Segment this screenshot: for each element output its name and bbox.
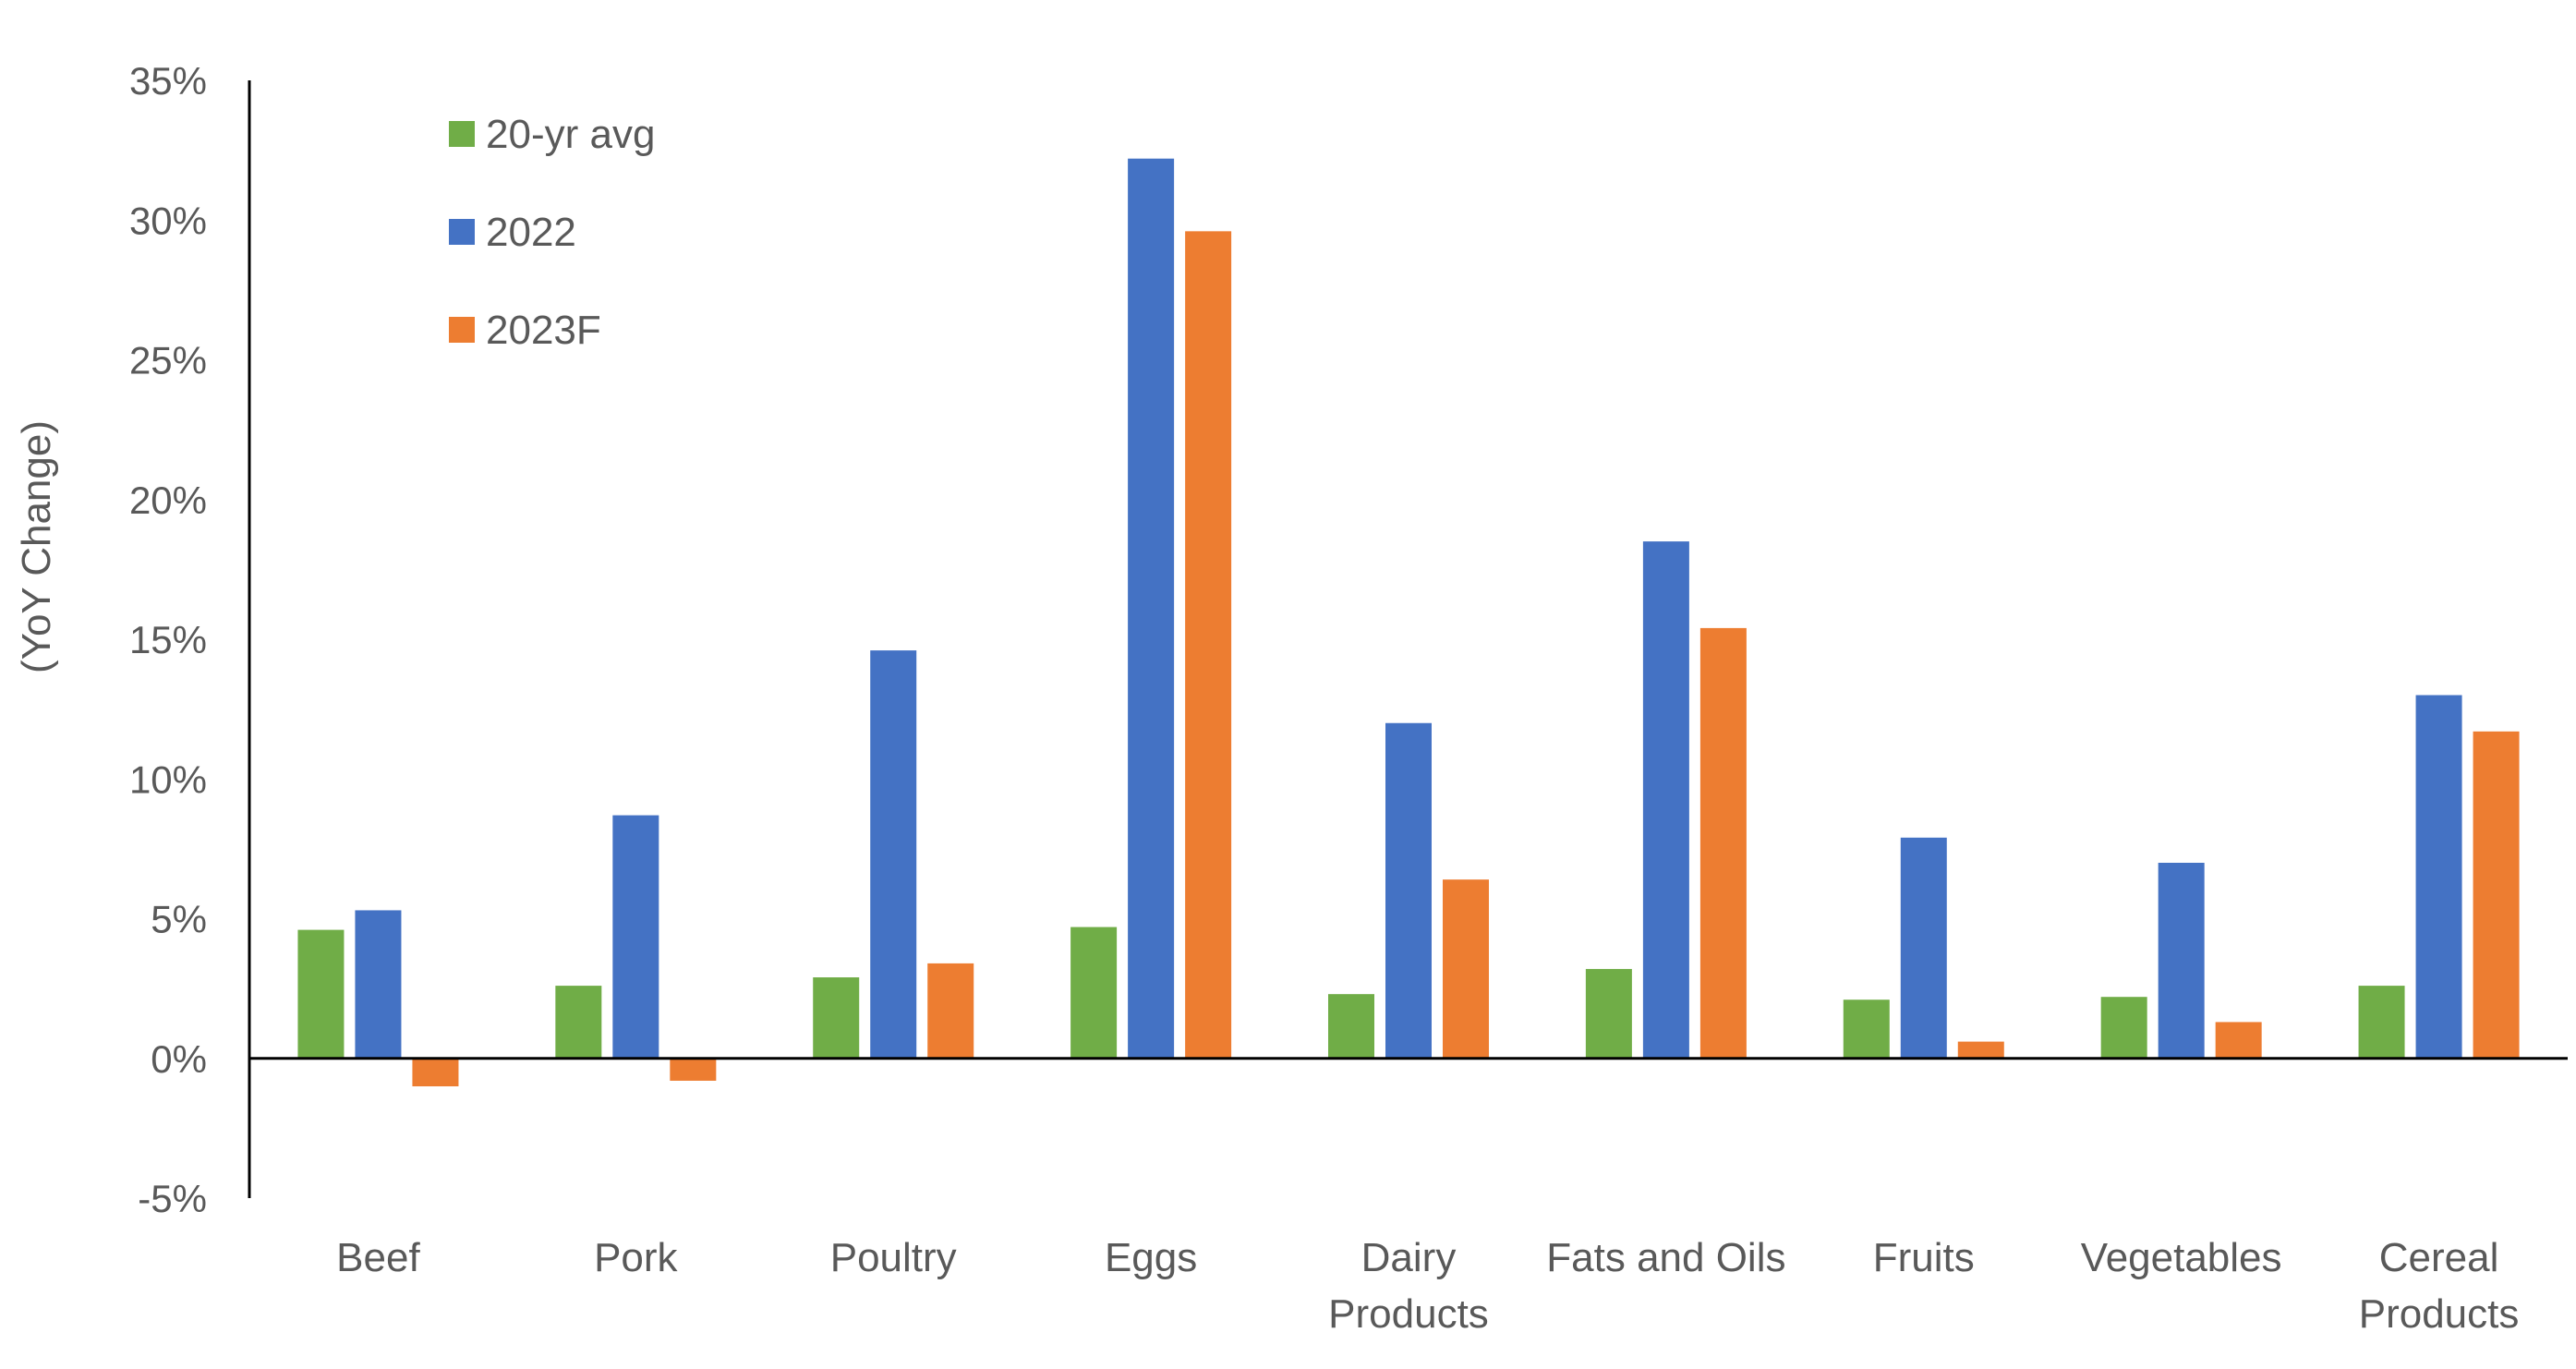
y-tick-label: 5% xyxy=(151,898,207,941)
bar-pork-2023f xyxy=(670,1058,717,1081)
bar-pork-20-yr-avg xyxy=(555,986,602,1059)
legend-label-20-yr-avg: 20-yr avg xyxy=(486,112,655,157)
legend: 20-yr avg 2022 2023F xyxy=(449,112,655,353)
y-tick-label: 15% xyxy=(129,618,207,661)
y-tick-label: 0% xyxy=(151,1037,207,1081)
bar-fats-and-oils-20-yr-avg xyxy=(1585,968,1632,1059)
bar-fruits-2023f xyxy=(1957,1041,2004,1059)
bar-beef-2022 xyxy=(355,910,402,1059)
y-tick-label: -5% xyxy=(138,1177,207,1220)
bar-eggs-2022 xyxy=(1128,158,1175,1059)
legend-label-2023f: 2023F xyxy=(486,308,601,353)
bar-eggs-20-yr-avg xyxy=(1070,927,1118,1059)
x-tick-label: Fats and Oils xyxy=(1546,1235,1785,1280)
x-tick-label: Cereal Products xyxy=(2359,1235,2520,1337)
axes xyxy=(248,80,2568,1198)
legend-swatch-2022 xyxy=(449,219,475,245)
bar-dairy-products-20-yr-avg xyxy=(1328,994,1374,1059)
bar-pork-2022 xyxy=(612,815,659,1059)
y-tick-label: 10% xyxy=(129,757,207,801)
bar-vegetables-20-yr-avg xyxy=(2100,997,2147,1059)
bar-cereal-products-2022 xyxy=(2415,695,2462,1059)
bar-poultry-20-yr-avg xyxy=(813,977,860,1059)
bar-fruits-2022 xyxy=(1900,837,1947,1059)
bar-vegetables-2022 xyxy=(2158,863,2205,1059)
bar-fats-and-oils-2022 xyxy=(1642,541,1689,1059)
x-tick-label: Fruits xyxy=(1873,1235,1975,1280)
bar-poultry-2023f xyxy=(927,963,974,1059)
y-tick-label: 30% xyxy=(129,199,207,242)
legend-swatch-2023f xyxy=(449,317,475,343)
bar-dairy-products-2023f xyxy=(1443,879,1489,1059)
bar-poultry-2022 xyxy=(870,650,917,1059)
bar-cereal-products-20-yr-avg xyxy=(2358,986,2405,1059)
legend-swatch-20-yr-avg xyxy=(449,121,475,147)
x-tick-label: Dairy Products xyxy=(1328,1235,1489,1337)
y-tick-label: 20% xyxy=(129,479,207,522)
x-tick-label: Eggs xyxy=(1105,1235,1197,1280)
y-tick-label: 35% xyxy=(129,59,207,103)
bar-vegetables-2023f xyxy=(2215,1022,2262,1059)
x-tick-label: Poultry xyxy=(830,1235,957,1280)
bar-fats-and-oils-2023f xyxy=(1699,627,1747,1059)
x-tick-label: Beef xyxy=(336,1235,420,1280)
x-tick-label: Pork xyxy=(594,1235,678,1280)
x-tick-label: Vegetables xyxy=(2081,1235,2282,1280)
bars xyxy=(297,158,2520,1086)
bar-dairy-products-2022 xyxy=(1385,722,1432,1059)
bar-cereal-products-2023f xyxy=(2473,731,2520,1059)
y-axis-label: (YoY Change) xyxy=(14,420,59,673)
y-tick-labels: -5% 0% 5% 10% 15% 20% 25% 30% 35% xyxy=(129,59,207,1220)
y-tick-label: 25% xyxy=(129,339,207,382)
bar-beef-20-yr-avg xyxy=(297,929,345,1059)
bar-eggs-2023f xyxy=(1185,231,1232,1059)
legend-label-2022: 2022 xyxy=(486,210,576,255)
bar-fruits-20-yr-avg xyxy=(1843,999,1890,1059)
x-tick-labels: Beef Pork Poultry Eggs Dairy Products Fats and… xyxy=(336,1235,2519,1337)
bar-beef-2023f xyxy=(412,1058,459,1086)
